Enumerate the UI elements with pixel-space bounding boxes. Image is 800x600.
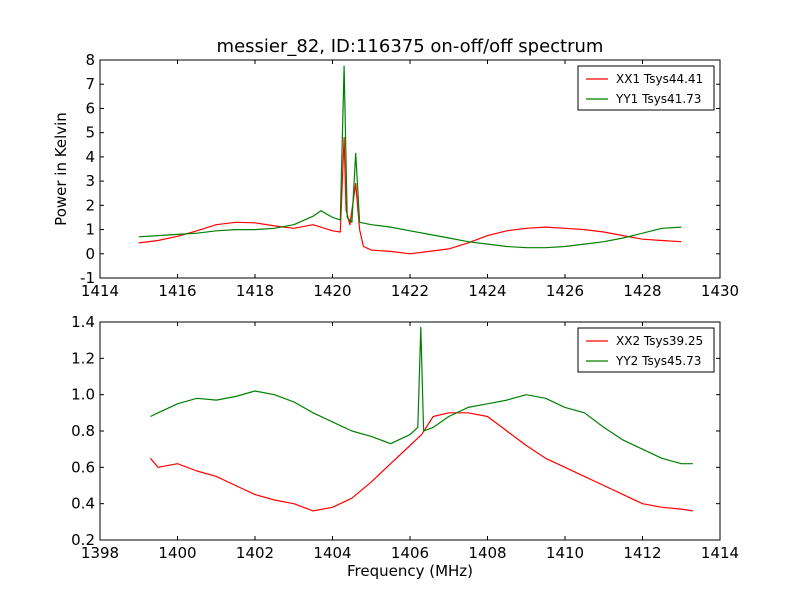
y-tick-label: 0.6 — [71, 458, 95, 476]
y-tick-label: 4 — [85, 148, 95, 166]
x-tick-label: 1412 — [623, 544, 661, 562]
y-tick-label: 0 — [85, 245, 95, 263]
series-line-1 — [138, 136, 682, 255]
legend-box — [577, 65, 715, 111]
y-tick-label: 6 — [85, 99, 95, 117]
y-tick-label: -1 — [80, 269, 95, 287]
x-axis-label: Frequency (MHz) — [347, 562, 473, 580]
legend-entry-label: YY2 Tsys45.73 — [615, 354, 701, 368]
series-line-2 — [150, 326, 693, 465]
x-tick-label: 1414 — [81, 282, 119, 300]
legend-entry-label: XX1 Tsys44.41 — [616, 72, 703, 86]
series-line-2 — [138, 65, 682, 249]
legend-box — [577, 327, 715, 373]
y-axis-label: Power in Kelvin — [52, 112, 70, 226]
x-tick-label: 1418 — [236, 282, 274, 300]
y-tick-label: 1.0 — [71, 386, 95, 404]
bottom-panel: 1398 1400 1402 1404 1406 1408 1410 1412 1414 0.2 0… — [71, 313, 739, 580]
y-tick-label: 1.2 — [71, 349, 95, 367]
y-tick-label: 7 — [85, 75, 95, 93]
x-tick-label: 1402 — [236, 544, 274, 562]
y-tick-label: 0.2 — [71, 531, 95, 549]
x-tick-label: 1406 — [391, 544, 429, 562]
y-tick-label: 8 — [85, 51, 95, 69]
x-tick-label: 1422 — [391, 282, 429, 300]
y-tick-label: 5 — [85, 124, 95, 142]
x-tick-label: 1410 — [546, 544, 584, 562]
top-panel: 1414 1416 1418 1420 1422 1424 1426 1428 1430-101… — [52, 36, 739, 300]
y-tick-label: 2 — [85, 196, 95, 214]
legend: XX2 Tsys39.25 YY2 Tsys45.73 — [577, 327, 715, 373]
x-tick-label: 1400 — [158, 544, 196, 562]
x-tick-label: 1420 — [313, 282, 351, 300]
x-tick-label: 1398 — [81, 544, 119, 562]
legend-entry-label: XX2 Tsys39.25 — [616, 334, 703, 348]
x-tick-label: 1414 — [701, 544, 739, 562]
x-tick-label: 1404 — [313, 544, 351, 562]
y-tick-label: 1 — [85, 221, 95, 239]
x-tick-label: 1428 — [623, 282, 661, 300]
series-line-1 — [149, 412, 693, 512]
y-tick-label: 1.4 — [71, 313, 95, 331]
y-tick-label: 0.8 — [71, 422, 95, 440]
x-tick-label: 1430 — [701, 282, 739, 300]
x-tick-label: 1426 — [546, 282, 584, 300]
legend: XX1 Tsys44.41 YY1 Tsys41.73 — [577, 65, 715, 111]
x-tick-label: 1408 — [468, 544, 506, 562]
legend-entry-label: YY1 Tsys41.73 — [615, 92, 701, 106]
x-tick-label: 1424 — [468, 282, 506, 300]
y-tick-label: 0.4 — [71, 495, 95, 513]
x-tick-label: 1416 — [158, 282, 196, 300]
chart-title: messier_82, ID:116375 on-off/off spectru… — [217, 36, 604, 57]
y-tick-label: 3 — [85, 172, 95, 190]
